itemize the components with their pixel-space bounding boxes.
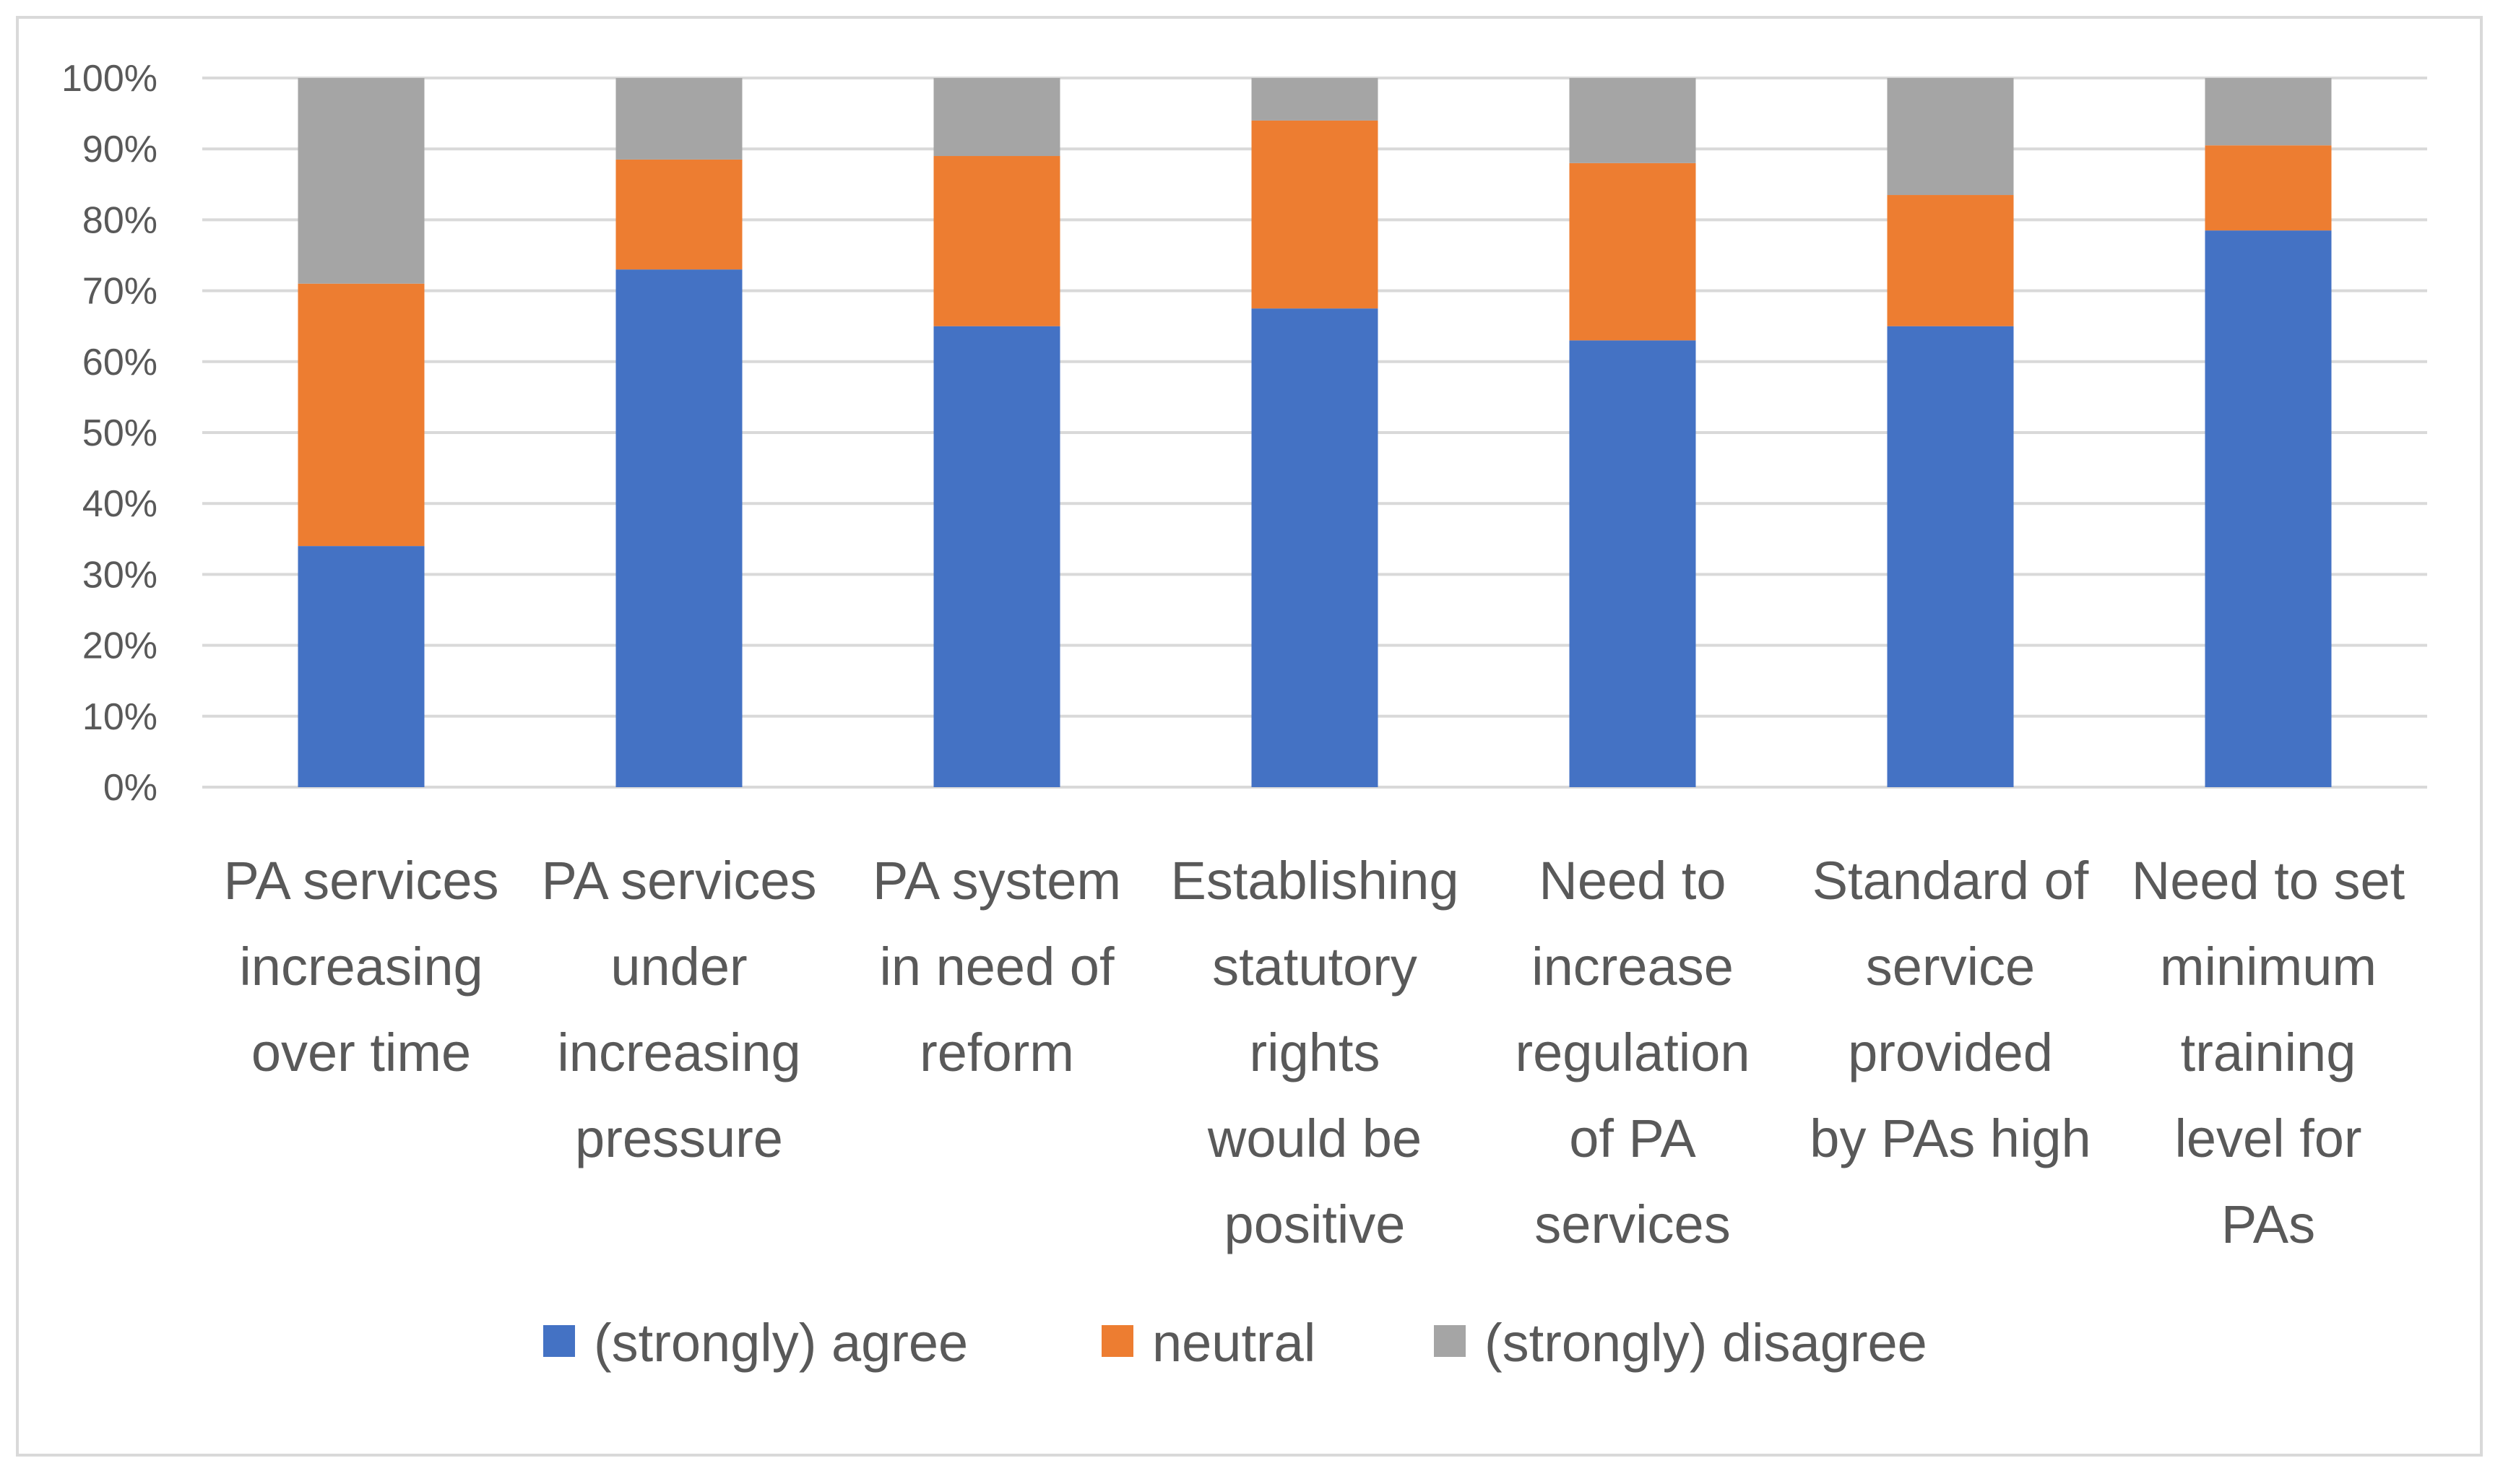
y-tick-label: 80% [82,199,157,241]
x-category-label-line: in need of [879,937,1114,997]
y-tick-label: 100% [61,58,157,100]
bar-segment-agree [1569,340,1696,788]
y-tick-label: 60% [82,342,157,383]
x-category-label: PA services under increasing pressure [541,851,816,1168]
y-tick-label: 20% [82,625,157,667]
x-category-label-line: increasing [239,937,483,997]
bar-segment-disagree [933,78,1060,157]
legend-label: (strongly) agree [594,1313,968,1373]
x-category-label-line: service [1866,937,2035,997]
bar-segment-agree [1887,326,2014,787]
x-category-label: PA system in need of reform [873,851,1121,1082]
x-category-label-line: pressure [575,1108,783,1168]
y-axis-ticks: 0% 10% 20% 30% 40% 50% 60% 70% 80% 90% 100% [61,58,157,809]
legend-swatch [1102,1325,1133,1357]
x-category-label: PA services increasing over time [223,851,498,1082]
x-category-label-line: would be [1207,1108,1422,1168]
bar-segment-agree [1251,308,1378,787]
x-category-label-line: by PAs high [1810,1108,2091,1168]
x-category-label-line: PA services [541,851,816,911]
x-category-label-line: positive [1224,1194,1406,1254]
bar-segment-neutral [1887,195,2014,326]
bar-segment-disagree [1887,78,2014,196]
x-category-label-line: PA services [223,851,498,911]
x-category-label-line: Standard of [1812,851,2089,911]
x-category-label-line: level for [2174,1108,2361,1168]
bar-segment-agree [615,269,743,787]
x-category-label: Establishing statutory rights would be posit… [1170,851,1458,1254]
legend-label: neutral [1152,1313,1315,1373]
y-tick-label: 10% [82,696,157,738]
bar-segment-agree [298,546,425,787]
bar-segment-neutral [2205,145,2332,231]
y-tick-label: 90% [82,129,157,170]
y-tick-label: 0% [103,767,157,809]
bar-segment-disagree [1251,78,1378,121]
y-tick-label: 50% [82,412,157,454]
x-category-label-line: services [1534,1194,1730,1254]
y-tick-label: 70% [82,271,157,313]
bar-segment-disagree [1569,78,1696,163]
x-category-label-line: over time [251,1023,471,1082]
x-category-label-line: rights [1250,1023,1380,1082]
bar-segment-neutral [615,159,743,270]
bar-segment-neutral [298,283,425,547]
x-category-label-line: training [2181,1023,2356,1082]
x-category-label: Need to increase regulation of PA services [1515,851,1750,1254]
x-category-label: Need to set minimum training level for PAs [2132,851,2405,1254]
bar-segment-neutral [1569,162,1696,341]
y-tick-label: 30% [82,554,157,596]
legend: (strongly) agree neutral (strongly) disagr… [543,1313,1927,1373]
x-category-label-line: Need to set [2132,851,2405,911]
bar-segment-disagree [2205,78,2332,146]
x-category-label-line: provided [1848,1023,2053,1082]
x-category-label-line: minimum [2160,937,2377,997]
bar-segment-agree [933,326,1060,787]
x-category-label-line: PA system [873,851,1121,911]
bar-segment-disagree [298,78,425,284]
legend-swatch [1434,1325,1466,1357]
bar-segment-agree [2205,230,2332,787]
x-category-label-line: increasing [557,1023,800,1082]
x-category-label-line: of PA [1569,1108,1696,1168]
x-category-label-line: reform [920,1023,1074,1082]
x-category-label-line: increase [1531,937,1734,997]
x-category-label-line: regulation [1515,1023,1750,1082]
bars [298,78,2332,788]
x-category-label: Standard of service provided by PAs high [1810,851,2091,1168]
x-category-label-line: statutory [1212,937,1417,997]
x-category-label-line: Establishing [1170,851,1458,911]
x-category-label-line: under [610,937,747,997]
y-tick-label: 40% [82,483,157,525]
bar-segment-disagree [615,78,743,160]
x-category-label-line: Need to [1539,851,1726,911]
chart-frame [16,16,2483,1457]
x-category-label-line: PAs [2221,1194,2315,1254]
bar-segment-neutral [933,156,1060,326]
legend-label: (strongly) disagree [1484,1313,1927,1373]
bar-segment-neutral [1251,120,1378,309]
legend-swatch [543,1325,575,1357]
